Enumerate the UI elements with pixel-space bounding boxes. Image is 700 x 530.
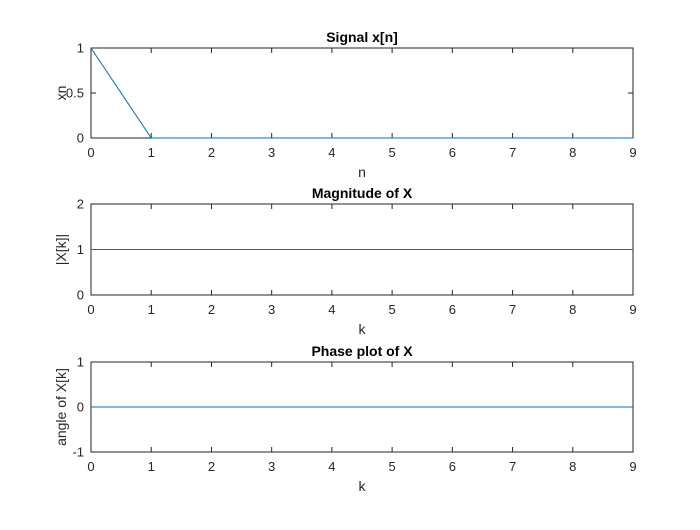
subplot-title: Magnitude of X — [312, 185, 413, 201]
x-axis-label: n — [358, 164, 366, 180]
x-tick-label: 9 — [629, 302, 636, 317]
x-tick-label: 1 — [148, 459, 155, 474]
x-tick-label: 2 — [208, 302, 215, 317]
x-tick-label: 6 — [449, 145, 456, 160]
x-tick-label: 4 — [328, 459, 335, 474]
y-tick-label: 1 — [77, 41, 84, 56]
x-tick-label: 3 — [268, 459, 275, 474]
subplot-title: Signal x[n] — [326, 29, 398, 45]
y-tick-label: 1 — [77, 242, 84, 257]
x-tick-label: 0 — [87, 145, 94, 160]
subplot-1: 0 1 2 3 4 5 6 7 8 9 0 0.5 1 Signal x[n] n xn — [53, 29, 637, 180]
x-tick-label: 7 — [509, 302, 516, 317]
y-tick-label: -1 — [72, 445, 84, 460]
x-tick-label: 0 — [87, 459, 94, 474]
x-tick-label: 5 — [388, 302, 395, 317]
x-axis-label: k — [359, 478, 367, 494]
subplot-title: Phase plot of X — [311, 343, 413, 359]
x-tick-label: 6 — [449, 459, 456, 474]
x-tick-label: 4 — [328, 145, 335, 160]
y-tick-label: 0 — [77, 131, 84, 146]
x-tick-label: 4 — [328, 302, 335, 317]
x-tick-label: 3 — [268, 145, 275, 160]
series-line — [90, 47, 633, 139]
y-tick-label: 0 — [77, 400, 84, 415]
x-tick-label: 2 — [208, 145, 215, 160]
x-tick-label: 1 — [148, 302, 155, 317]
y-tick-label: 0.5 — [66, 86, 84, 101]
x-tick-label: 6 — [449, 302, 456, 317]
x-tick-label: 1 — [148, 145, 155, 160]
x-tick-label: 9 — [629, 459, 636, 474]
x-tick-label: 7 — [509, 459, 516, 474]
y-tick-label: 1 — [77, 355, 84, 370]
subplot-2: 0 1 2 3 4 5 6 7 8 9 0 1 2 Magnitude of X k |X[k]| — [53, 185, 637, 337]
y-axis-label: angle of X[k] — [53, 368, 69, 446]
x-tick-label: 5 — [388, 459, 395, 474]
x-tick-label: 2 — [208, 459, 215, 474]
x-tick-label: 9 — [629, 145, 636, 160]
x-tick-label: 8 — [569, 459, 576, 474]
x-tick-label: 0 — [87, 302, 94, 317]
x-tick-label: 8 — [569, 145, 576, 160]
y-tick-label: 0 — [77, 288, 84, 303]
x-tick-label: 7 — [509, 145, 516, 160]
x-tick-label: 3 — [268, 302, 275, 317]
y-tick-label: 2 — [77, 197, 84, 212]
x-axis-label: k — [359, 321, 367, 337]
axes-box — [90, 47, 634, 139]
x-tick-label: 8 — [569, 302, 576, 317]
y-axis-label: xn — [53, 86, 69, 101]
x-tick-label: 5 — [388, 145, 395, 160]
y-axis-label: |X[k]| — [53, 234, 69, 265]
